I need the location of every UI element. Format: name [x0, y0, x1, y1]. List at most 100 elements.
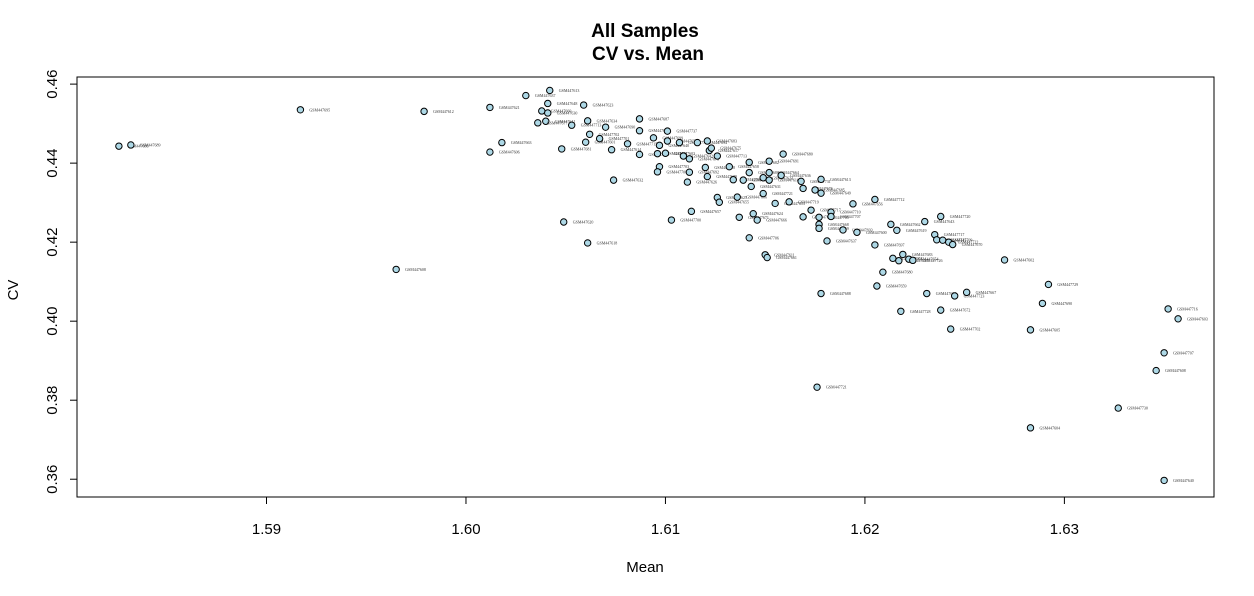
data-point-label: GSM447670 — [962, 242, 983, 247]
data-point-label: GSM447608 — [1165, 368, 1186, 373]
data-point-label: GSM447669 — [828, 226, 849, 231]
data-point-label: GSM447681 — [571, 146, 592, 151]
data-point — [763, 253, 771, 262]
data-point — [729, 176, 737, 184]
data-point-label: GSM447649 — [830, 191, 851, 196]
data-point-label: GSM447606 — [499, 150, 520, 155]
data-point — [771, 199, 779, 208]
data-point — [1174, 315, 1182, 323]
data-point-label: GSM447686 — [128, 144, 149, 149]
data-point — [675, 138, 684, 147]
data-point-label: GSM447623 — [593, 103, 614, 108]
data-point — [950, 292, 959, 300]
data-point-label: GSM447639 — [666, 151, 687, 156]
data-point-label: GSM447720 — [950, 214, 971, 219]
data-point — [745, 234, 753, 242]
data-point — [296, 106, 305, 114]
data-point-label: GSM447628 — [714, 165, 735, 170]
data-point — [693, 138, 702, 147]
data-point — [687, 207, 696, 216]
data-point — [522, 91, 530, 100]
plot-frame — [76, 76, 1215, 498]
data-point-label: GSM447657 — [700, 209, 721, 214]
data-point-label: GSM447643 — [934, 219, 955, 224]
data-point-label: GSM447722 — [958, 240, 979, 245]
data-point-label: GSM447659 — [886, 284, 907, 289]
data-point — [873, 282, 881, 290]
data-point — [663, 127, 672, 135]
data-point — [567, 121, 576, 129]
data-point-label: GSM447701 — [609, 136, 630, 141]
data-point-label: GSM447690 — [1051, 301, 1072, 306]
data-point-label: GSM447715 — [946, 237, 967, 242]
data-point — [946, 325, 955, 333]
data-point — [839, 226, 847, 234]
data-point-label: GSM447717 — [944, 232, 965, 237]
data-point-label: GSM447618 — [597, 240, 618, 245]
data-point — [962, 288, 971, 297]
data-point-label: GSM447668 — [828, 222, 849, 227]
data-point — [663, 137, 672, 145]
data-point-label: GSM447613 — [830, 177, 851, 182]
data-point — [703, 137, 712, 145]
data-point — [817, 289, 825, 298]
data-point — [799, 213, 807, 221]
data-point — [887, 220, 895, 229]
y-tick-label: 0.36 — [44, 465, 61, 494]
y-tick-label: 0.40 — [44, 307, 61, 336]
data-point — [127, 141, 135, 149]
data-point-label: GSM447667 — [976, 290, 997, 295]
data-point-label: GSM447683 — [716, 139, 737, 144]
data-point — [701, 163, 710, 172]
data-point — [560, 218, 568, 226]
data-point-label: GSM447632 — [623, 178, 644, 183]
data-point-label: GSM447688 — [830, 291, 851, 296]
data-point — [923, 289, 931, 298]
data-point-label: GSM447726 — [922, 258, 943, 263]
data-point — [707, 144, 716, 152]
y-tick-label: 0.44 — [44, 149, 61, 178]
data-point-label: GSM447721 — [826, 385, 847, 390]
data-point — [498, 138, 506, 147]
data-point-label: GSM447708 — [666, 169, 687, 174]
x-axis-label: Mean — [626, 559, 664, 576]
data-point-label: GSM447641 — [555, 119, 576, 124]
data-point — [685, 155, 694, 163]
data-point-label: GSM447653 — [784, 201, 805, 206]
data-point — [546, 86, 554, 95]
data-point — [534, 119, 542, 127]
data-point — [813, 383, 821, 391]
data-point-label: GSM447723 — [964, 293, 985, 298]
data-point — [777, 171, 785, 180]
data-point-label: GSM447637 — [836, 238, 857, 243]
data-point-label: GSM447605 — [1039, 327, 1060, 332]
data-point-label: GSM447700 — [680, 218, 701, 223]
data-point — [607, 145, 616, 154]
data-point-label: GSM447730 — [1127, 406, 1148, 411]
data-point — [749, 210, 757, 218]
data-point — [609, 176, 618, 184]
data-point-label: GSM447685 — [824, 188, 845, 193]
data-point — [893, 226, 901, 235]
data-point-label: GSM447707 — [840, 214, 861, 219]
data-point — [715, 198, 724, 206]
data-point-label: GSM447621 — [499, 105, 520, 110]
data-point — [921, 217, 929, 226]
data-point-label: GSM447676 — [812, 186, 833, 191]
data-point — [538, 107, 546, 115]
data-point — [811, 186, 819, 194]
data-point-label: GSM447602 — [1014, 257, 1035, 262]
data-point — [739, 176, 747, 184]
data-point — [799, 184, 807, 193]
data-point-label: GSM447702 — [960, 327, 981, 332]
data-point — [653, 149, 662, 158]
data-point-label: GSM447721 — [772, 191, 793, 196]
data-point-label: GSM447640 — [1173, 478, 1194, 483]
data-point-label: GSM447620 — [573, 220, 594, 225]
data-point-label: GSM447680 — [892, 270, 913, 275]
data-point — [797, 177, 805, 186]
data-point-label: GSM447692 — [698, 170, 719, 175]
data-point-label: GSM447709 — [952, 238, 973, 243]
data-point-label: GSM447719 — [798, 199, 819, 204]
